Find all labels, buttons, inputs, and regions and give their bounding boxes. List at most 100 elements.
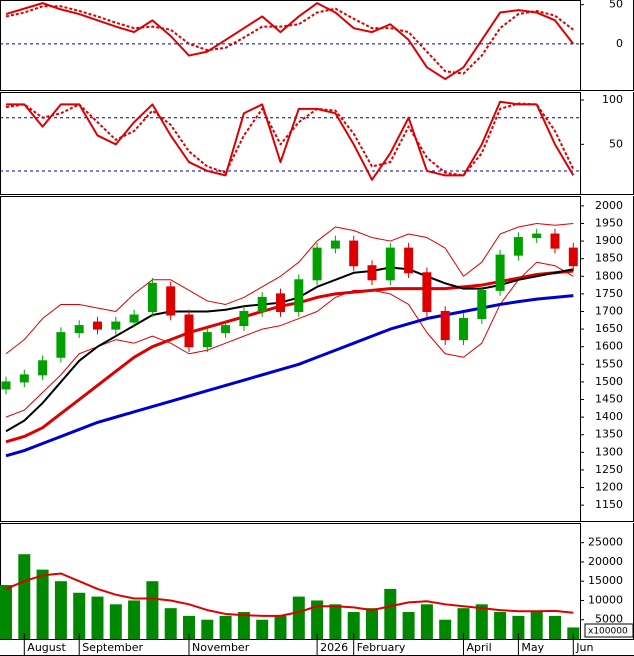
y-tick-label: 1650 <box>595 322 623 335</box>
candle-body <box>349 240 359 267</box>
volume-bar <box>256 619 269 639</box>
candle-body <box>129 314 139 323</box>
volume-bar <box>36 569 49 639</box>
volume-bar <box>128 600 141 639</box>
candle-body <box>422 272 432 312</box>
unit-box <box>584 623 634 638</box>
y-tick-label: 1950 <box>595 216 623 229</box>
x-tick-label: February <box>357 641 406 654</box>
candle-body <box>56 332 66 358</box>
y-tick-label: 1200 <box>595 481 623 494</box>
volume-bar <box>219 615 232 639</box>
candle-body <box>495 254 505 291</box>
y-tick-label: 1250 <box>595 463 623 476</box>
y-tick-label: 1750 <box>595 287 623 300</box>
candle-body <box>202 332 212 348</box>
line-series <box>5 2 575 81</box>
y-tick-label: 25000 <box>588 536 623 549</box>
y-tick-label: 1400 <box>595 410 623 423</box>
candle-body <box>147 282 157 312</box>
volume-bar <box>183 615 195 639</box>
candle-body <box>111 321 121 330</box>
candle-body <box>276 293 285 312</box>
candle-body <box>239 310 249 327</box>
volume-bar <box>549 615 561 639</box>
candle-body <box>257 296 267 312</box>
volume-bar <box>292 596 305 639</box>
y-tick-label: 1700 <box>595 304 623 317</box>
volume-bar <box>0 585 12 639</box>
candle-body <box>459 318 468 341</box>
line-series <box>5 222 574 355</box>
y-tick-label: 5000 <box>595 613 623 626</box>
y-tick-label: 1300 <box>595 445 623 458</box>
candle-body <box>74 325 84 334</box>
line-series <box>5 269 574 444</box>
y-tick-label: 1450 <box>595 393 623 406</box>
y-tick-label: 1500 <box>595 375 623 388</box>
volume-bar <box>146 581 159 639</box>
y-tick-label: 50 <box>609 137 623 150</box>
volume-bar <box>384 588 397 639</box>
y-tick-label: 1550 <box>595 357 623 370</box>
y-tick-label: 15000 <box>588 574 623 587</box>
x-tick-label: April <box>467 641 492 654</box>
candle-body <box>440 310 450 341</box>
candle-body <box>513 237 523 256</box>
x-tick-label: September <box>82 641 143 654</box>
y-tick-label: 0 <box>616 37 623 50</box>
panel-frame <box>0 196 581 522</box>
y-tick-label: 1350 <box>595 428 623 441</box>
unit-label: x100000 <box>588 627 628 637</box>
line-series <box>5 266 574 433</box>
candle-body <box>1 381 11 390</box>
volume-bar <box>439 619 452 639</box>
candle-body <box>404 247 414 274</box>
candle-body <box>294 279 304 312</box>
line-series <box>6 100 575 181</box>
volume-bar <box>274 615 287 639</box>
volume-bar <box>512 615 525 639</box>
y-tick-label: 1800 <box>595 269 623 282</box>
volume-bar <box>347 612 360 639</box>
x-tick-label: 2026 <box>320 641 348 654</box>
candle-body <box>367 265 377 281</box>
candle-body <box>38 360 48 376</box>
y-tick-label: 1850 <box>595 252 623 265</box>
volume-bar <box>73 592 86 639</box>
volume-bar <box>420 604 433 639</box>
y-tick-label: 1900 <box>595 234 623 247</box>
volume-bar <box>311 600 324 639</box>
candle-body <box>385 247 395 281</box>
line-series <box>5 572 574 617</box>
panel-frame <box>0 0 581 91</box>
volume-bar <box>457 608 470 639</box>
y-tick-label: 1600 <box>595 340 623 353</box>
y-tick-label: 20000 <box>588 555 623 568</box>
candle-body <box>532 233 542 239</box>
line-series <box>5 102 575 177</box>
y-tick-label: 100 <box>602 93 623 106</box>
volume-bar <box>494 612 507 639</box>
y-tick-label: 50 <box>609 0 623 11</box>
candle-body <box>184 314 194 348</box>
y-tick-label: 1150 <box>595 498 623 511</box>
volume-bar <box>109 604 122 639</box>
candle-body <box>568 247 578 267</box>
volume-bar <box>164 608 177 639</box>
x-tick-label: August <box>27 641 66 654</box>
x-tick-label: November <box>192 641 250 654</box>
candle-body <box>312 247 322 281</box>
line-series <box>5 5 574 75</box>
volume-bar <box>366 608 378 639</box>
candle-body <box>221 325 231 334</box>
candle-body <box>93 321 102 330</box>
volume-bar <box>329 604 342 639</box>
x-tick-label: Jun <box>575 641 593 654</box>
x-tick-label: May <box>521 641 544 654</box>
candle-body <box>477 289 487 320</box>
candle-body <box>550 233 560 249</box>
volume-bar <box>54 581 67 639</box>
volume-bar <box>475 604 488 639</box>
